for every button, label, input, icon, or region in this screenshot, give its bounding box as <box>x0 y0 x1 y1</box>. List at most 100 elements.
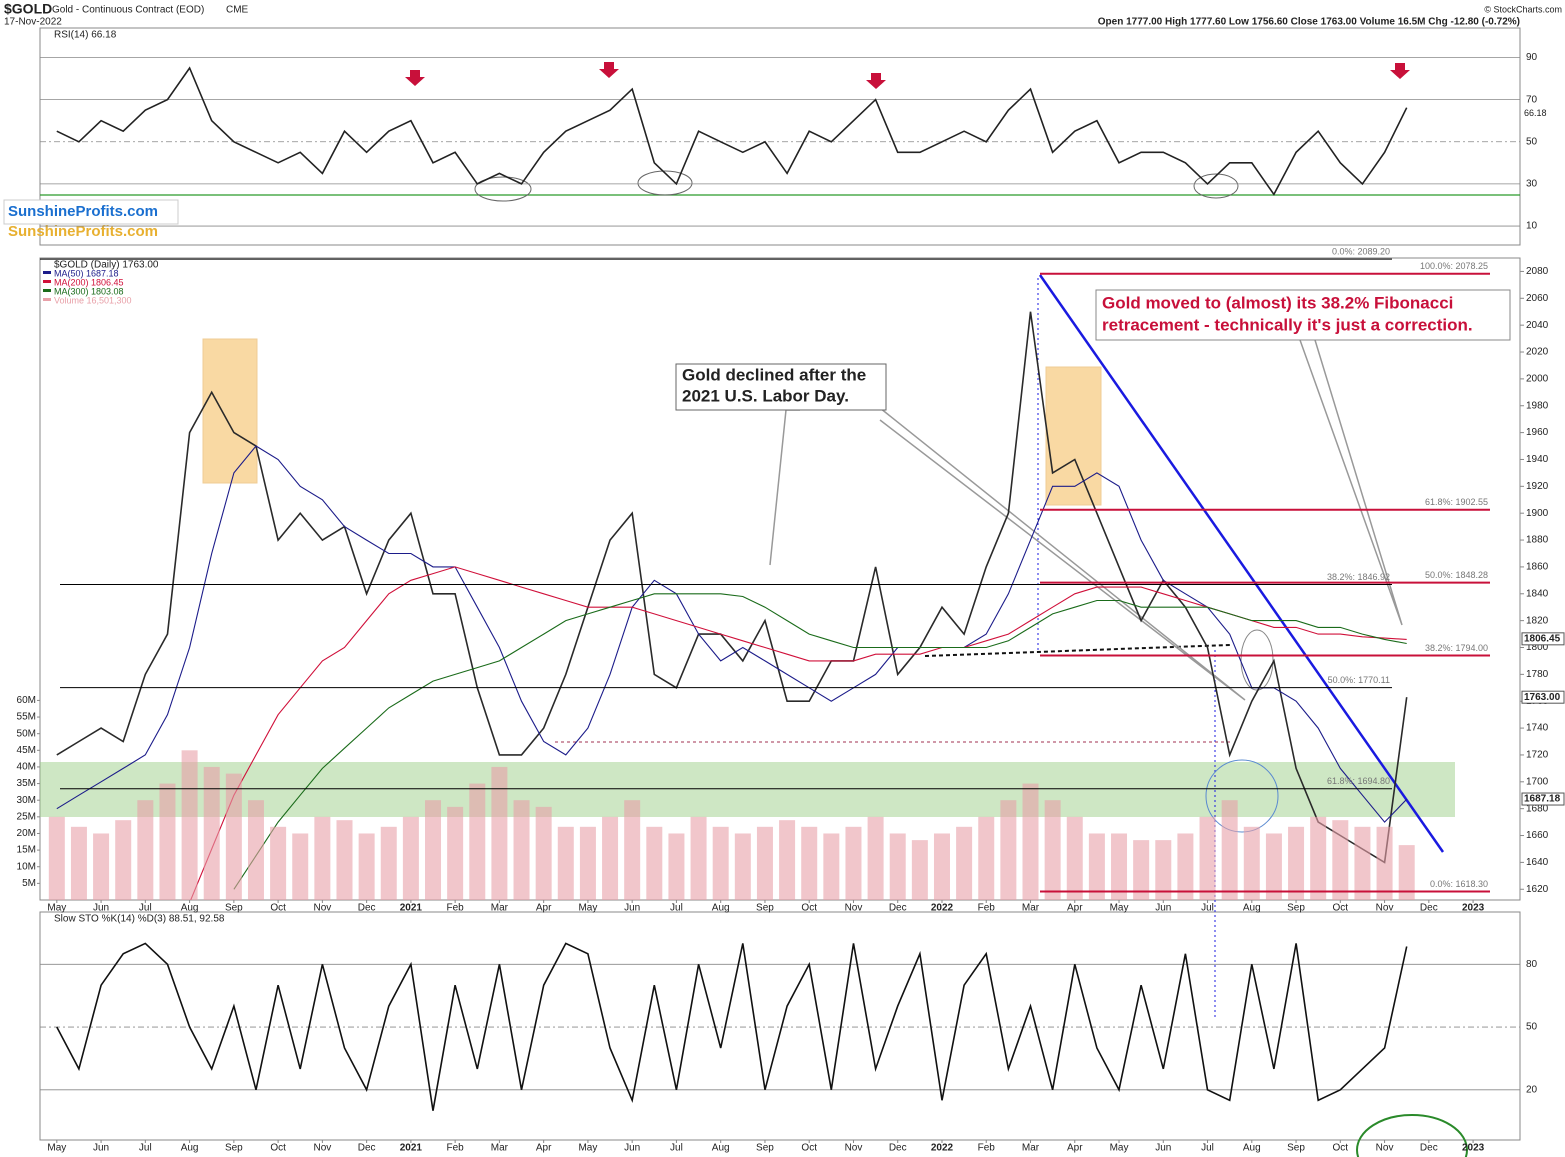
price-tag <box>1521 690 1565 704</box>
x-tick-label: Jul <box>670 1143 683 1154</box>
volume-bar <box>602 816 619 900</box>
y-tick-label: 1920 <box>1526 481 1549 492</box>
volume-bar <box>358 833 375 900</box>
y-tick-label: 2000 <box>1526 374 1549 385</box>
price-tag-label: 1763.00 <box>1524 692 1561 703</box>
volume-bar <box>1376 826 1393 900</box>
volume-bar <box>1332 820 1349 900</box>
x-tick-label: Oct <box>270 1143 286 1154</box>
volume-bar <box>447 806 464 900</box>
annotation-box <box>675 363 887 411</box>
x-tick-label: May <box>1110 1143 1129 1154</box>
x-tick-label: 2022 <box>931 1143 954 1154</box>
y-tick-label: 2040 <box>1526 320 1549 331</box>
annotation: retracement - technically it's just a co… <box>1102 315 1473 334</box>
x-tick-label: Jul <box>1201 903 1214 914</box>
volume-bar <box>734 833 751 900</box>
fib-label: 50.0%: 1770.11 <box>1328 675 1390 685</box>
volume-bar <box>513 800 530 900</box>
x-tick-label: Nov <box>1376 903 1394 914</box>
x-tick-label: Apr <box>1067 1143 1083 1154</box>
x-tick-label: Apr <box>536 1143 552 1154</box>
volume-bar <box>956 826 973 900</box>
x-tick-label: May <box>578 1143 597 1154</box>
x-tick-label: Sep <box>1287 903 1305 914</box>
volume-bar <box>867 816 884 900</box>
volume-bar <box>1243 826 1260 900</box>
x-tick-label: Dec <box>358 1143 376 1154</box>
y2-tick-label: 45M <box>17 745 36 756</box>
x-tick-label: Nov <box>313 1143 331 1154</box>
volume-bar <box>225 773 242 900</box>
legend-entry: MA(50) 1687.18 <box>54 268 119 278</box>
rsi-circle <box>1193 173 1239 199</box>
y-tick-label: 2080 <box>1526 266 1549 277</box>
y-tick-label: 1740 <box>1526 723 1549 734</box>
x-tick-label: Sep <box>225 903 243 914</box>
x-tick-label: Sep <box>756 1143 774 1154</box>
volume-bar <box>402 816 419 900</box>
x-tick-label: Mar <box>491 1143 509 1154</box>
watermark-box <box>3 199 179 225</box>
y-tick-label: 2020 <box>1526 347 1549 358</box>
x-tick-label: May <box>47 903 66 914</box>
x-tick-label: 2022 <box>931 903 954 914</box>
x-tick-label: Sep <box>756 903 774 914</box>
volume-bar <box>159 783 176 900</box>
x-tick-label: Mar <box>1022 903 1040 914</box>
x-tick-label: 2023 <box>1462 1143 1485 1154</box>
volume-bar <box>690 816 707 900</box>
annotation: 2021 U.S. Labor Day. <box>682 386 849 405</box>
x-tick-label: Mar <box>491 903 509 914</box>
sto-circle <box>1356 1114 1468 1157</box>
legend-entry: Volume 16,501,300 <box>54 295 132 305</box>
y-tick-label: 1660 <box>1526 830 1549 841</box>
y-tick-label: 1800 <box>1526 642 1549 653</box>
circle <box>1205 759 1279 833</box>
x-tick-label: Nov <box>845 903 863 914</box>
x-tick-label: Aug <box>181 903 199 914</box>
y2-tick-label: 10M <box>17 861 36 872</box>
volume-bar <box>801 826 818 900</box>
y-tick-label: 1620 <box>1526 884 1549 895</box>
y-tick-label: 1960 <box>1526 427 1549 438</box>
rsi-circle <box>474 176 532 202</box>
volume-bar <box>535 806 552 900</box>
x-tick-label: Aug <box>712 1143 730 1154</box>
x-tick-label: Jul <box>139 903 152 914</box>
volume-bar <box>1398 845 1415 900</box>
x-tick-label: May <box>1110 903 1129 914</box>
x-tick-label: Nov <box>845 1143 863 1154</box>
series-line <box>56 445 1408 823</box>
support-zone <box>40 762 1455 817</box>
x-tick-label: 2021 <box>400 1143 423 1154</box>
trend-line <box>1038 274 1445 853</box>
x-tick-label: Sep <box>1287 1143 1305 1154</box>
y-tick-label: 1860 <box>1526 562 1549 573</box>
price-tag-label: 1806.45 <box>1524 633 1561 644</box>
x-tick-label: Jun <box>1155 903 1171 914</box>
x-tick-label: Nov <box>1376 1143 1394 1154</box>
y-tick-label: 1880 <box>1526 535 1549 546</box>
volume-bar <box>823 833 840 900</box>
y2-tick-label: 55M <box>17 712 36 723</box>
y-tick-label: 1700 <box>1526 776 1549 787</box>
y-tick-label: 50 <box>1526 1022 1538 1033</box>
y-tick-label: 30 <box>1526 179 1538 190</box>
volume-bar <box>1199 816 1216 900</box>
volume-bar <box>756 826 773 900</box>
x-tick-label: Sep <box>225 1143 243 1154</box>
y-tick-label: 1820 <box>1526 615 1549 626</box>
volume-bar <box>314 816 331 900</box>
panel-title: $GOLD (Daily) 1763.00 <box>54 260 159 271</box>
volume-bar <box>292 833 309 900</box>
annotation: Gold moved to (almost) its 38.2% Fibonac… <box>1102 293 1453 312</box>
x-tick-label: Jun <box>624 1143 640 1154</box>
volume-bar <box>579 826 596 900</box>
x-tick-label: Oct <box>801 1143 817 1154</box>
volume-bar <box>1111 833 1128 900</box>
y2-tick-label: 25M <box>17 811 36 822</box>
volume-bar <box>646 826 663 900</box>
legend-swatch <box>43 271 51 274</box>
volume-bar <box>380 826 397 900</box>
